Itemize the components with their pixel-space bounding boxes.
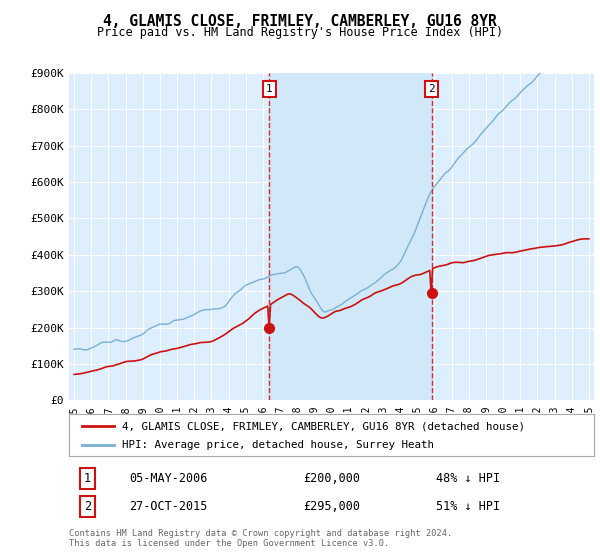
Text: Contains HM Land Registry data © Crown copyright and database right 2024.: Contains HM Land Registry data © Crown c… bbox=[69, 529, 452, 538]
Text: Price paid vs. HM Land Registry's House Price Index (HPI): Price paid vs. HM Land Registry's House … bbox=[97, 26, 503, 39]
Text: 48% ↓ HPI: 48% ↓ HPI bbox=[436, 472, 500, 485]
Bar bbox=[269, 73, 431, 400]
Text: 51% ↓ HPI: 51% ↓ HPI bbox=[436, 500, 500, 513]
Text: 05-MAY-2006: 05-MAY-2006 bbox=[130, 472, 208, 485]
Text: 2: 2 bbox=[84, 500, 91, 513]
Text: 27-OCT-2015: 27-OCT-2015 bbox=[130, 500, 208, 513]
Text: 1: 1 bbox=[84, 472, 91, 485]
Text: 4, GLAMIS CLOSE, FRIMLEY, CAMBERLEY, GU16 8YR (detached house): 4, GLAMIS CLOSE, FRIMLEY, CAMBERLEY, GU1… bbox=[121, 421, 524, 431]
Text: £200,000: £200,000 bbox=[303, 472, 360, 485]
Text: This data is licensed under the Open Government Licence v3.0.: This data is licensed under the Open Gov… bbox=[69, 539, 389, 548]
Text: 1: 1 bbox=[266, 84, 272, 94]
Text: £295,000: £295,000 bbox=[303, 500, 360, 513]
Text: 4, GLAMIS CLOSE, FRIMLEY, CAMBERLEY, GU16 8YR: 4, GLAMIS CLOSE, FRIMLEY, CAMBERLEY, GU1… bbox=[103, 14, 497, 29]
Text: HPI: Average price, detached house, Surrey Heath: HPI: Average price, detached house, Surr… bbox=[121, 441, 433, 450]
Text: 2: 2 bbox=[428, 84, 435, 94]
